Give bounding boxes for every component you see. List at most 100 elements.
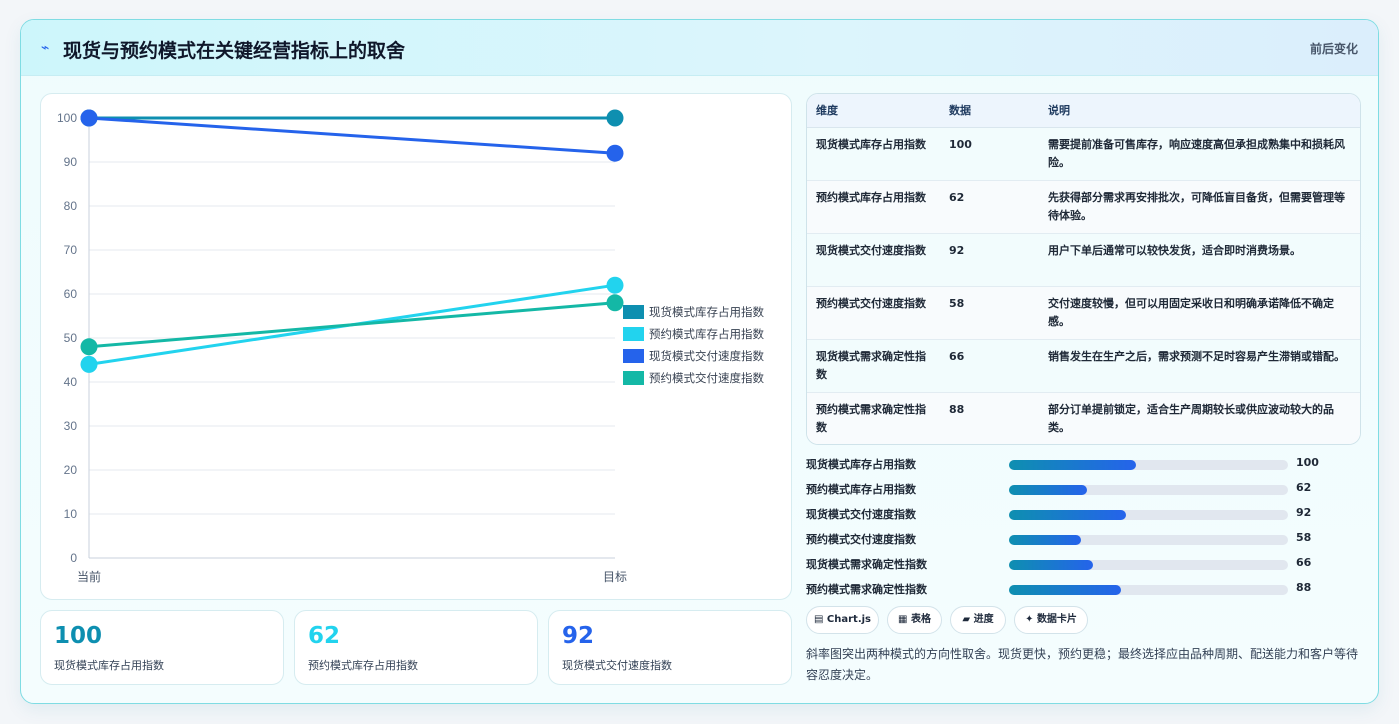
- stat-label: 现货模式交付速度指数: [562, 659, 672, 672]
- y-tick-label: 20: [64, 463, 78, 477]
- progress-row: 预约模式库存占用指数 62: [806, 479, 1326, 504]
- progress-row: 现货模式交付速度指数 92: [806, 504, 1326, 529]
- data-point: [80, 355, 98, 373]
- cell-dimension: 预约模式需求确定性指数: [807, 392, 940, 444]
- cell-value: 66: [940, 339, 1039, 393]
- summary-note: 斜率图突出两种模式的方向性取舍。现货更快，预约更稳；最终选择应由品种周期、配送能…: [806, 647, 1359, 682]
- progress-value: 100: [1296, 456, 1319, 469]
- progress-label: 现货模式交付速度指数: [806, 508, 916, 521]
- y-tick-label: 100: [57, 111, 77, 125]
- chip-label: 数据卡片: [1036, 614, 1077, 625]
- x-tick-label: 目标: [603, 570, 627, 584]
- main-card: ⌁ 现货与预约模式在关键经营指标上的取舍 前后变化 0 10 20 30 40 50 60 7…: [20, 19, 1379, 704]
- card-header: ⌁ 现货与预约模式在关键经营指标上的取舍 前后变化: [21, 20, 1378, 76]
- progress-value: 62: [1296, 481, 1312, 494]
- legend-swatch: [623, 305, 644, 319]
- page-title: 现货与预约模式在关键经营指标上的取舍: [63, 40, 406, 62]
- cell-description: 用户下单后通常可以较快发货，适合即时消费场景。: [1039, 233, 1360, 287]
- chip-label: 表格: [910, 614, 931, 625]
- y-tick-label: 0: [70, 551, 77, 565]
- lightning-icon: ⌁: [41, 40, 50, 56]
- progress-label: 预约模式库存占用指数: [806, 483, 916, 496]
- cell-value: 92: [940, 233, 1039, 287]
- table-header-description: 说明: [1039, 94, 1360, 128]
- progress-fill: [1009, 510, 1126, 520]
- y-tick-label: 90: [64, 155, 78, 169]
- cell-dimension: 预约模式库存占用指数: [807, 180, 940, 234]
- progress-value: 66: [1296, 556, 1312, 569]
- table-row: 现货模式库存占用指数 100 需要提前准备可售库存，响应速度高但承担成熟集中和损…: [807, 127, 1360, 181]
- progress-fill: [1009, 535, 1081, 545]
- legend-swatch: [623, 327, 644, 341]
- stat-value: 62: [308, 623, 341, 649]
- progress-row: 现货模式库存占用指数 100: [806, 454, 1326, 479]
- stat-label: 预约模式库存占用指数: [308, 659, 418, 672]
- cell-description: 需要提前准备可售库存，响应速度高但承担成熟集中和损耗风险。: [1039, 127, 1360, 181]
- legend-swatch: [623, 349, 644, 363]
- table-row: 预约模式库存占用指数 62 先获得部分需求再安排批次，可降低盲目备货，但需要管理…: [807, 180, 1360, 234]
- cell-value: 88: [940, 392, 1039, 444]
- chart-icon: ▤: [813, 614, 824, 625]
- progress-label: 现货模式需求确定性指数: [806, 558, 927, 571]
- chip-chartjs[interactable]: ▤ Chart.js: [806, 606, 879, 634]
- progress-value: 88: [1296, 581, 1312, 594]
- data-point: [606, 294, 624, 312]
- header-right-label: 前后变化: [1309, 42, 1358, 56]
- table-row: 现货模式需求确定性指数 66 销售发生在生产之后，需求预测不足时容易产生滞销或错…: [807, 339, 1360, 393]
- cell-description: 先获得部分需求再安排批次，可降低盲目备货，但需要管理等待体验。: [1039, 180, 1360, 234]
- stat-label: 现货模式库存占用指数: [54, 659, 164, 672]
- chip-data-card[interactable]: ✦ 数据卡片: [1014, 606, 1088, 634]
- legend-label: 现货模式交付速度指数: [649, 349, 764, 363]
- x-tick-label: 当前: [77, 569, 101, 584]
- stat-card-1: 100 现货模式库存占用指数: [40, 610, 284, 685]
- table-icon: ▦: [898, 614, 908, 625]
- progress-fill: [1009, 485, 1088, 495]
- series-line: [88, 116, 616, 155]
- y-tick-label: 70: [64, 243, 78, 257]
- chip-progress[interactable]: ▰ 进度: [950, 606, 1006, 634]
- cell-dimension: 现货模式需求确定性指数: [807, 339, 940, 393]
- series-line: [88, 301, 616, 349]
- cell-description: 部分订单提前锁定，适合生产周期较长或供应波动较大的品类。: [1039, 392, 1360, 444]
- data-table-container: 维度 数据 说明 现货模式库存占用指数 100 需要提前准备可售库存，响应速度高…: [806, 93, 1361, 445]
- progress-track: [1009, 485, 1288, 495]
- table-header-row: 维度 数据 说明: [807, 94, 1360, 128]
- data-point: [606, 109, 624, 127]
- cell-description: 交付速度较慢，但可以用固定采收日和明确承诺降低不确定感。: [1039, 286, 1360, 340]
- legend-label: 预约模式交付速度指数: [649, 371, 764, 385]
- table-row: 预约模式交付速度指数 58 交付速度较慢，但可以用固定采收日和明确承诺降低不确定…: [807, 286, 1360, 340]
- data-table: 维度 数据 说明 现货模式库存占用指数 100 需要提前准备可售库存，响应速度高…: [807, 94, 1360, 444]
- table-header-data: 数据: [940, 94, 1039, 128]
- y-tick-label: 50: [64, 331, 78, 345]
- progress-icon: ▰: [962, 614, 971, 625]
- data-point: [606, 144, 624, 162]
- card-icon: ✦: [1025, 614, 1034, 625]
- progress-value: 92: [1296, 506, 1312, 519]
- cell-value: 100: [940, 127, 1039, 181]
- legend-label: 预约模式库存占用指数: [649, 327, 764, 341]
- progress-row: 预约模式需求确定性指数 88: [806, 579, 1326, 604]
- cell-dimension: 预约模式交付速度指数: [807, 286, 940, 340]
- progress-track: [1009, 535, 1288, 545]
- progress-value: 58: [1296, 531, 1312, 544]
- table-row: 现货模式交付速度指数 92 用户下单后通常可以较快发货，适合即时消费场景。: [807, 233, 1360, 287]
- progress-fill: [1009, 460, 1136, 470]
- y-tick-label: 80: [64, 199, 78, 213]
- progress-track: [1009, 460, 1288, 470]
- y-tick-label: 40: [64, 375, 78, 389]
- progress-fill: [1009, 560, 1093, 570]
- progress-label: 预约模式需求确定性指数: [806, 583, 927, 596]
- data-point: [80, 109, 98, 127]
- chip-table[interactable]: ▦ 表格: [887, 606, 942, 634]
- stat-value: 100: [54, 623, 103, 649]
- progress-track: [1009, 585, 1288, 595]
- legend-swatch: [623, 371, 644, 385]
- progress-track: [1009, 510, 1288, 520]
- legend-label: 现货模式库存占用指数: [649, 305, 764, 319]
- chip-label: Chart.js: [826, 614, 872, 625]
- table-row: 预约模式需求确定性指数 88 部分订单提前锁定，适合生产周期较长或供应波动较大的…: [807, 392, 1360, 444]
- cell-value: 62: [940, 180, 1039, 234]
- stat-card-2: 62 预约模式库存占用指数: [294, 610, 538, 685]
- stat-card-3: 92 现货模式交付速度指数: [548, 610, 792, 685]
- cell-description: 销售发生在生产之后，需求预测不足时容易产生滞销或错配。: [1039, 339, 1360, 393]
